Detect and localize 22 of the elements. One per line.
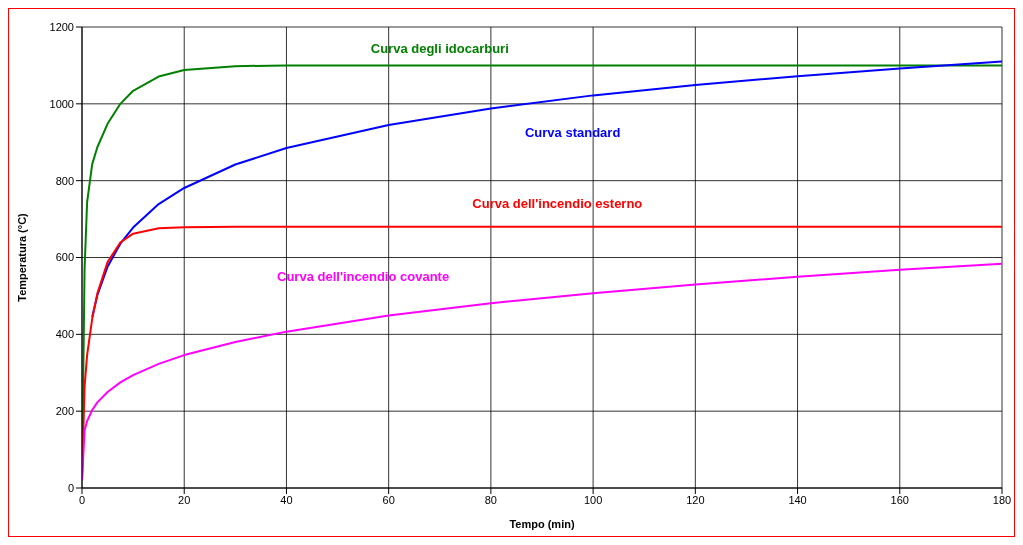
y-tick-label: 1000 <box>49 97 74 110</box>
x-tick-label: 180 <box>992 493 1012 506</box>
y-tick-label: 1200 <box>49 20 74 33</box>
y-tick-label: 600 <box>55 251 74 264</box>
line-series <box>91 60 1002 319</box>
y-axis-title: Temperatura (°C) <box>15 212 28 302</box>
x-axis-title: Tempo (min) <box>509 518 575 530</box>
x-tick-label: 160 <box>890 493 909 506</box>
x-tick-label: 140 <box>788 493 807 506</box>
series-label: Curva dell'incendio esterno <box>472 196 643 212</box>
x-tick-label: 60 <box>382 493 395 506</box>
series-label: Curva standard <box>524 125 621 141</box>
y-tick-label: 400 <box>55 328 74 341</box>
x-tick-label: 40 <box>280 493 293 506</box>
y-tick-label: 800 <box>55 174 74 187</box>
x-tick-label: 100 <box>583 493 603 506</box>
x-tick-label: 120 <box>686 493 705 506</box>
y-tick-label: 200 <box>55 405 74 418</box>
x-tick-label: 20 <box>178 493 191 506</box>
y-tick-label: 0 <box>67 481 74 494</box>
x-tick-label: 0 <box>78 493 86 506</box>
x-tick-label: 80 <box>484 493 498 506</box>
